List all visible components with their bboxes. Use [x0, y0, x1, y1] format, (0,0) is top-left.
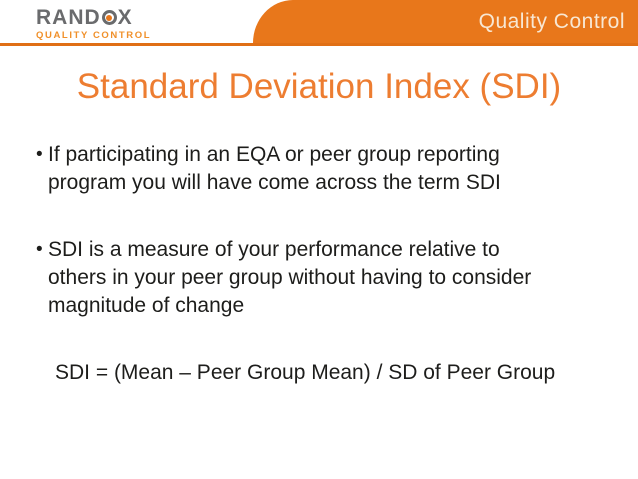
randox-logo-subtitle: QUALITY CONTROL — [36, 30, 152, 41]
header-band: Quality Control — [253, 0, 638, 43]
randox-logo-o-icon — [101, 10, 117, 25]
randox-logo-wordmark: RAND X — [36, 7, 151, 28]
header-band-label: Quality Control — [478, 9, 625, 33]
bullet-icon: • — [36, 144, 43, 165]
bullet-icon: • — [36, 239, 43, 260]
bullet-item: • SDI is a measure of your performance r… — [36, 236, 531, 320]
randox-logo-text-suffix: X — [117, 6, 133, 29]
sdi-formula: SDI = (Mean – Peer Group Mean) / SD of P… — [55, 361, 556, 384]
randox-logo-text-prefix: RAND — [36, 6, 101, 29]
bullet-item: • If participating in an EQA or peer gro… — [36, 141, 501, 197]
randox-logo: RAND X QUALITY CONTROL — [36, 7, 151, 41]
slide-title: Standard Deviation Index (SDI) — [76, 67, 562, 106]
bullet-text: If participating in an EQA or peer group… — [48, 143, 501, 194]
bullet-text: SDI is a measure of your performance rel… — [48, 238, 532, 317]
header-rule — [0, 43, 638, 46]
